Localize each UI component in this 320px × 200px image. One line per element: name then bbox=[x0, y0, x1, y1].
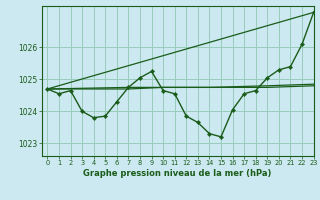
X-axis label: Graphe pression niveau de la mer (hPa): Graphe pression niveau de la mer (hPa) bbox=[84, 169, 272, 178]
